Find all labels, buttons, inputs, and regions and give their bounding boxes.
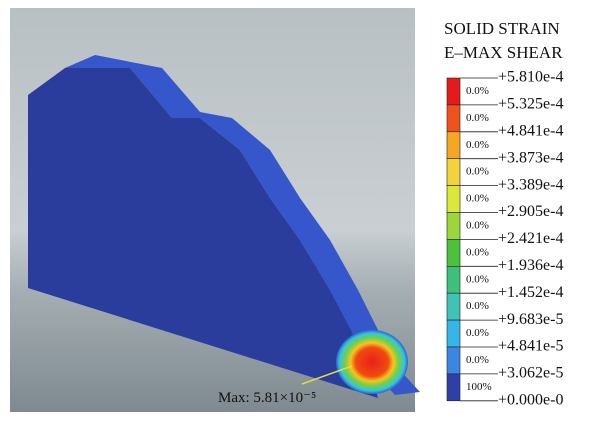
band-percentage: 0.0% (466, 246, 489, 258)
color-band (447, 266, 460, 293)
legend-label: +2.421e-4 (498, 230, 563, 247)
legend-label: +2.905e-4 (498, 203, 563, 220)
viewport: Max: 5.81×10⁻⁵ (10, 8, 420, 412)
band-percentage: 0.0% (466, 193, 489, 205)
color-band (447, 293, 460, 320)
band-percentage: 0.0% (466, 327, 489, 339)
color-band (447, 132, 460, 159)
max-strain-zone (336, 330, 408, 394)
band-percentage: 100% (466, 381, 492, 393)
color-band (447, 239, 460, 266)
band-percentage: 0.0% (466, 273, 489, 285)
page: Max: 5.81×10⁻⁵ SOLID STRAIN E–MAX SHEAR … (0, 0, 596, 421)
legend-label: +5.325e-4 (498, 96, 563, 113)
band-percentage: 0.0% (466, 300, 489, 312)
legend-label: +3.873e-4 (498, 149, 563, 166)
legend-label: +9.683e-5 (498, 311, 563, 328)
color-band (447, 213, 460, 240)
legend-title: SOLID STRAIN (444, 19, 560, 38)
legend-label: +4.841e-4 (498, 122, 563, 139)
color-band (447, 105, 460, 132)
legend-label: +1.936e-4 (498, 257, 563, 274)
color-band (447, 159, 460, 186)
color-band (447, 78, 460, 105)
color-band (447, 374, 460, 401)
legend-label: +1.452e-4 (498, 284, 563, 301)
legend-title: E–MAX SHEAR (444, 43, 563, 62)
band-percentage: 0.0% (466, 112, 489, 124)
legend-label: +3.389e-4 (498, 176, 563, 193)
max-annotation: Max: 5.81×10⁻⁵ (218, 390, 316, 406)
legend-label: +4.841e-5 (498, 338, 563, 355)
legend-label: +5.810e-4 (498, 69, 563, 86)
band-percentage: 0.0% (466, 354, 489, 366)
legend-label: +3.062e-5 (498, 365, 563, 382)
color-band (447, 320, 460, 347)
color-band (447, 347, 460, 374)
legend-label: +0.000e-0 (498, 391, 563, 408)
band-percentage: 0.0% (466, 219, 489, 231)
band-percentage: 0.0% (466, 139, 489, 151)
band-percentage: 0.0% (466, 85, 489, 97)
band-percentage: 0.0% (466, 166, 489, 178)
color-band (447, 186, 460, 213)
legend: SOLID STRAIN E–MAX SHEAR 0.0% 0.0% 0.0% 0.0… (444, 19, 563, 408)
